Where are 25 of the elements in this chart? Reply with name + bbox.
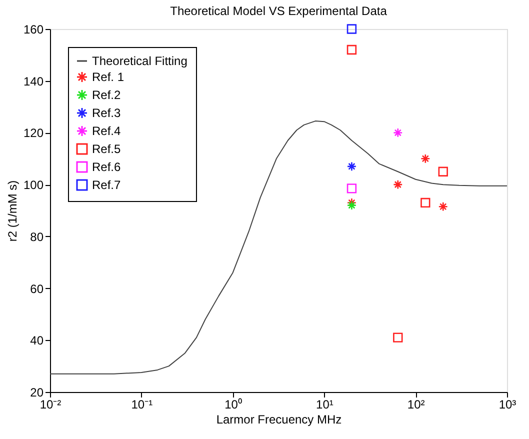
y-tick-label: 120 — [23, 126, 44, 140]
legend-label: Ref.6 — [92, 160, 122, 174]
y-axis-title: r2 (1/mM s) — [5, 180, 20, 242]
y-tick-label: 20 — [30, 386, 44, 400]
y-tick-label: 100 — [23, 178, 44, 192]
y-tick-label: 40 — [30, 334, 44, 348]
legend-label: Ref.5 — [92, 142, 122, 156]
legend-label: Theoretical Fitting — [92, 54, 188, 68]
x-axis-title: Larmor Frecuency MHz — [216, 412, 342, 426]
x-tick-label: 10⁰ — [224, 398, 242, 412]
y-tick-label: 80 — [30, 230, 44, 244]
x-tick-label: 10³ — [498, 398, 516, 412]
legend-label: Ref.4 — [92, 124, 122, 138]
legend-label: Ref.2 — [92, 88, 122, 102]
x-tick-label: 10⁻² — [40, 398, 62, 412]
chart-title: Theoretical Model VS Experimental Data — [170, 4, 388, 18]
legend-label: Ref. 1 — [92, 70, 124, 84]
legend-label: Ref.7 — [92, 178, 122, 192]
y-tick-label: 60 — [30, 282, 44, 296]
x-tick-label: 10¹ — [316, 398, 334, 412]
legend-label: Ref.3 — [92, 106, 122, 120]
x-tick-label: 10⁻¹ — [131, 398, 153, 412]
x-tick-label: 10² — [407, 398, 425, 412]
y-tick-label: 160 — [23, 22, 44, 36]
y-tick-label: 140 — [23, 74, 44, 88]
